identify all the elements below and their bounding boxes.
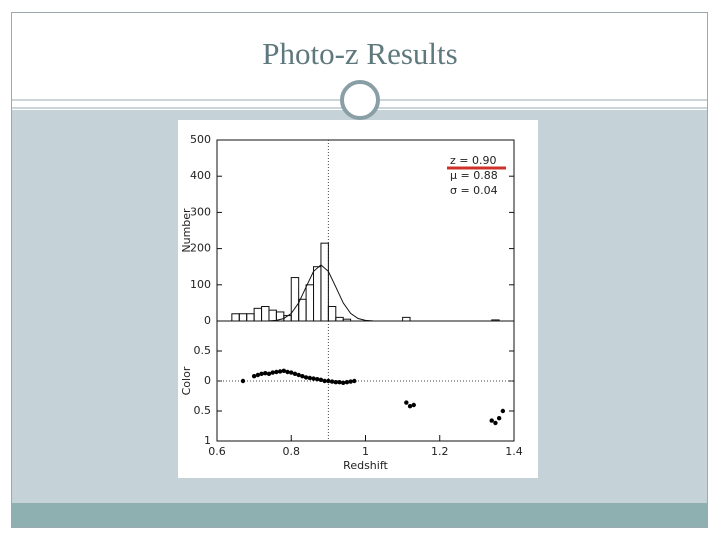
scatter-point: [270, 370, 275, 375]
scatter-point: [277, 369, 283, 374]
scatter-point: [285, 369, 290, 375]
scatter-point: [337, 380, 342, 385]
scatter-point: [311, 376, 316, 381]
slide-title: Photo-z Results: [262, 36, 457, 71]
scatter-point: [352, 378, 357, 384]
y-tick-label: 0.5: [194, 404, 212, 417]
scatter-point: [292, 371, 298, 376]
fit-curve: [261, 264, 381, 322]
scatter-point: [281, 368, 287, 373]
scatter-point: [500, 408, 506, 414]
annotation: σ = 0.04: [450, 184, 498, 197]
x-tick-label: 0.6: [208, 445, 226, 458]
scatter-point: [240, 378, 246, 384]
scatter-point: [326, 378, 331, 384]
y-axis-label: Color: [180, 366, 193, 395]
chart: 0 100 200 300 400 500 Number z = 0.90 μ = 0.88 σ …: [180, 133, 523, 472]
y-tick-label: 0.5: [194, 344, 212, 357]
x-tick-label: 1.2: [431, 445, 449, 458]
y-tick-label: 200: [190, 242, 211, 255]
scatter-point: [274, 369, 279, 375]
scatter-point: [407, 404, 413, 409]
scatter-point: [255, 372, 261, 378]
scatter-point: [341, 380, 346, 385]
y-tick-label: 1: [204, 434, 211, 447]
scatter-point: [348, 379, 353, 384]
annotation: μ = 0.88: [450, 169, 498, 182]
y-tick-label: 0: [204, 314, 211, 327]
scatter-point: [344, 380, 350, 385]
chart-image: [178, 120, 538, 478]
scatter-point: [289, 370, 294, 375]
scatter-point: [266, 371, 272, 376]
scatter-point: [329, 379, 335, 384]
scatter-point: [496, 416, 502, 421]
scatter-point: [296, 372, 301, 378]
y-tick-label: 300: [190, 205, 211, 218]
y-tick-label: 500: [190, 133, 211, 146]
scatter-point: [333, 380, 338, 385]
scatter-point: [322, 378, 327, 384]
footer-bar: [12, 503, 707, 527]
x-tick-label: 0.8: [283, 445, 301, 458]
y-axis-label: Number: [180, 208, 193, 253]
scatter-point: [307, 375, 313, 381]
scatter-point: [411, 402, 416, 408]
x-tick-label: 1.4: [505, 445, 523, 458]
annotation: z = 0.90: [450, 154, 496, 167]
y-tick-label: 400: [190, 169, 211, 182]
scatter-point: [303, 375, 309, 380]
x-tick-label: 1: [362, 445, 369, 458]
x-axis-label: Redshift: [343, 459, 388, 472]
scatter-point: [263, 371, 268, 376]
scatter-point: [404, 400, 409, 405]
scatter-point: [259, 371, 264, 376]
scatter-point: [251, 374, 257, 379]
scatter-point: [493, 420, 498, 426]
y-tick-label: 0: [204, 374, 211, 387]
scatter-point: [300, 374, 305, 379]
scatter-point: [318, 377, 324, 382]
title-ornament: [340, 80, 380, 120]
scatter-point: [315, 377, 320, 382]
scatter-point: [489, 418, 494, 423]
y-tick-label: 100: [190, 278, 211, 291]
